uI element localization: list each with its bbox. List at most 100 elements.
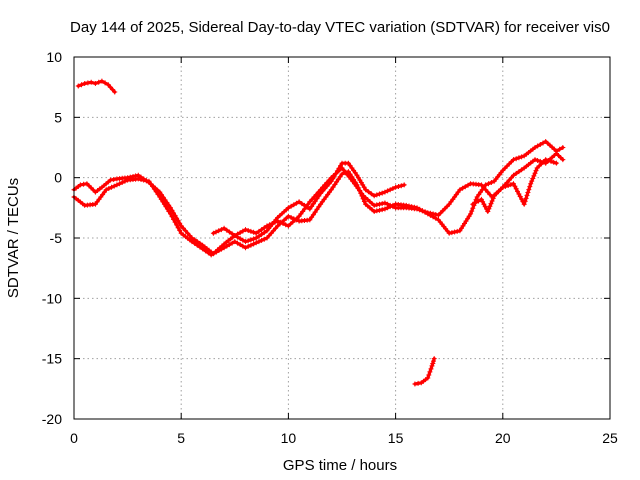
data-point [525, 190, 531, 195]
x-tick-label: 15 [388, 430, 404, 446]
data-point [488, 201, 494, 207]
data-point [237, 230, 243, 236]
data-point [112, 89, 118, 95]
data-point [485, 209, 491, 214]
data-point [533, 168, 539, 174]
data-point [387, 202, 393, 208]
data-point [310, 201, 316, 207]
data-point [224, 227, 230, 233]
data-point [334, 179, 340, 185]
data-point [264, 223, 270, 229]
data-point [253, 230, 259, 236]
data-point [465, 182, 471, 188]
data-point [245, 243, 251, 249]
data-point [288, 215, 294, 220]
data-point [315, 189, 321, 195]
data-point [532, 157, 538, 163]
data-point [548, 158, 554, 164]
data-point [107, 177, 113, 183]
data-point [248, 228, 254, 234]
data-point [316, 204, 322, 210]
data-point [111, 177, 117, 182]
data-point [382, 206, 388, 212]
data-point [309, 203, 315, 209]
data-point [557, 146, 563, 152]
series-layer [71, 78, 566, 387]
x-tick-label: 5 [177, 430, 185, 446]
data-point [232, 233, 238, 239]
data-point [486, 206, 492, 212]
data-point [261, 225, 267, 231]
data-point [307, 206, 313, 212]
data-point [117, 181, 123, 187]
data-point [102, 80, 108, 86]
data-series [210, 151, 566, 239]
data-point [426, 372, 432, 378]
data-point [470, 201, 476, 207]
data-point [487, 203, 493, 209]
data-point [169, 214, 175, 220]
data-point [109, 184, 114, 190]
data-point [312, 198, 318, 204]
data-point [218, 227, 224, 233]
data-point [221, 245, 227, 251]
data-point [377, 201, 382, 207]
data-point [535, 158, 541, 163]
data-point [468, 211, 474, 217]
data-point [382, 189, 388, 195]
data-point [177, 220, 183, 226]
data-point [273, 225, 278, 231]
data-point [256, 228, 262, 234]
data-point [326, 177, 332, 183]
data-point [240, 237, 246, 243]
data-point [171, 216, 176, 222]
data-point [259, 237, 265, 243]
data-point [511, 157, 516, 163]
data-point [237, 242, 243, 248]
data-point [138, 177, 144, 182]
data-point [515, 188, 520, 194]
data-point [377, 207, 382, 213]
data-point [208, 252, 214, 258]
data-point [371, 193, 377, 199]
data-point [365, 189, 371, 195]
data-point [385, 188, 391, 194]
data-point [213, 229, 219, 235]
data-point [522, 198, 528, 204]
data-point [535, 143, 541, 149]
data-point [513, 186, 519, 192]
data-point [339, 171, 345, 177]
data-point [175, 225, 181, 231]
data-point [513, 170, 519, 176]
data-point [307, 217, 313, 223]
data-point [229, 240, 235, 246]
data-point [174, 215, 180, 221]
data-point [168, 211, 173, 217]
data-point [414, 206, 420, 212]
data-point [417, 207, 423, 213]
data-point [430, 361, 436, 366]
y-tick-label: -5 [50, 230, 63, 246]
data-point [185, 230, 191, 236]
data-point [192, 240, 198, 246]
data-point [119, 180, 125, 185]
data-point [401, 182, 407, 188]
data-point [314, 196, 320, 202]
data-point [540, 140, 546, 146]
data-point [221, 225, 227, 231]
data-point [88, 79, 94, 85]
data-point [171, 210, 176, 216]
data-point [99, 78, 105, 84]
data-point [487, 192, 493, 198]
data-point [427, 369, 433, 375]
data-point [524, 192, 530, 198]
x-tick-label: 10 [281, 430, 297, 446]
data-point [261, 230, 267, 236]
data-point [526, 187, 532, 193]
data-point [148, 181, 154, 187]
data-point [307, 199, 313, 205]
data-point [253, 240, 259, 246]
data-point [285, 213, 291, 219]
data-point [449, 230, 455, 236]
